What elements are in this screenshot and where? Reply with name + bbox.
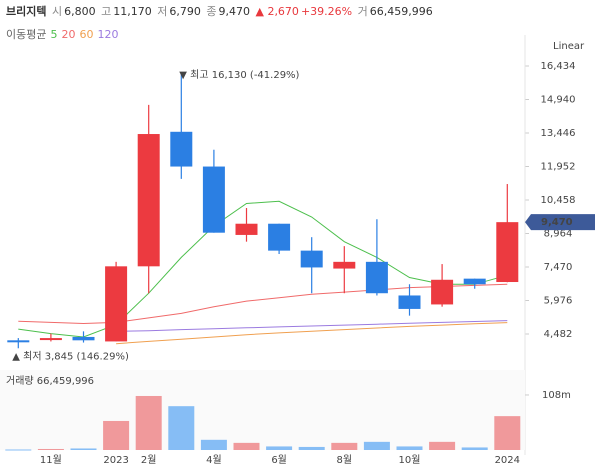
- candle-body: [300, 250, 323, 268]
- label: 종: [206, 5, 217, 18]
- low-annotation: ▲ 최저 3,845 (146.29%): [12, 350, 129, 362]
- change: ▲ 2,670: [255, 5, 299, 18]
- volume-bar: [298, 446, 325, 450]
- volume-bar: [233, 442, 260, 450]
- candle-body: [365, 261, 388, 294]
- candle-body: [333, 261, 356, 269]
- x-tick-label: 2월: [141, 454, 157, 466]
- moving-average: [116, 320, 508, 332]
- volume-bar: [37, 448, 64, 450]
- x-tick-label: 10월: [399, 454, 421, 466]
- x-tick-label: 11월: [40, 454, 62, 466]
- y-tick-label: 108m: [542, 390, 571, 401]
- high-annotation: ▼ 최고 16,130 (-41.29%): [179, 69, 299, 81]
- price-tag: [525, 214, 595, 231]
- value: 6,800: [64, 5, 96, 18]
- volume-bar: [200, 439, 227, 450]
- volume-bar: [103, 420, 130, 450]
- change-pct: +39.26%: [300, 5, 353, 18]
- candle-body: [431, 279, 454, 305]
- moving-average: [18, 283, 508, 325]
- volume-bar: [168, 406, 195, 450]
- label: 거: [357, 5, 368, 18]
- price-tag-label: 9,470: [541, 217, 573, 228]
- label: 고: [101, 5, 112, 18]
- y-tick-label: 8,964: [544, 228, 573, 239]
- volume-bar: [494, 416, 521, 450]
- label: 시: [51, 5, 63, 18]
- candle-body: [105, 266, 128, 342]
- value: 66,459,996: [369, 5, 433, 18]
- volume-bar: [363, 441, 390, 450]
- candle-body: [202, 166, 225, 233]
- x-tick-label: 2024: [495, 455, 520, 466]
- candle-body: [268, 223, 291, 251]
- volume-bar: [5, 449, 32, 451]
- legend-entry: 5: [50, 28, 58, 41]
- volume-bar: [135, 395, 162, 450]
- volume-bar: [396, 446, 423, 450]
- volume-bar: [266, 446, 293, 450]
- scale-label: Linear: [553, 41, 585, 52]
- y-tick-label: 7,470: [544, 262, 573, 273]
- candle-body: [72, 336, 95, 341]
- moving-average: [18, 200, 508, 338]
- volume-bar: [429, 441, 456, 450]
- y-tick-label: 10,458: [541, 195, 576, 206]
- value: 11,170: [113, 5, 152, 18]
- label: 저: [157, 5, 168, 18]
- legend-entry: 120: [97, 28, 119, 41]
- candle-body: [7, 340, 30, 343]
- y-tick-label: 5,976: [544, 295, 573, 306]
- legend-entry: 20: [61, 28, 76, 41]
- legend-title: 이동평균: [6, 28, 47, 41]
- volume-bar: [331, 442, 358, 450]
- candle-body: [463, 278, 486, 285]
- legend-entry: 60: [79, 28, 94, 41]
- value: 9,470: [218, 5, 250, 18]
- value: 6,790: [169, 5, 201, 18]
- header: 브리지텍 시 6,800 고 11,170 저 6,790 종 9,470 ▲ 2,67…: [6, 3, 435, 19]
- candle-body: [398, 295, 421, 309]
- volume-title: 거래량 66,459,996: [6, 375, 94, 387]
- x-tick-label: 8월: [337, 454, 353, 466]
- y-tick-label: 14,940: [541, 95, 576, 106]
- candle-body: [137, 134, 160, 267]
- x-tick-label: 6월: [271, 454, 287, 466]
- volume-bar: [461, 447, 488, 450]
- candle-body: [170, 131, 193, 167]
- candle-body: [39, 338, 62, 341]
- x-tick-label: 2023: [103, 455, 128, 466]
- x-tick-label: 4월: [206, 454, 222, 466]
- volume-bar: [70, 448, 97, 450]
- y-tick-label: 16,434: [541, 61, 576, 72]
- volume-panel: [0, 370, 525, 450]
- stock-name: 브리지텍: [6, 5, 47, 18]
- y-tick-label: 11,952: [541, 162, 576, 173]
- candle-body: [496, 222, 519, 283]
- y-tick-label: 13,446: [541, 128, 576, 139]
- ma-legend: 이동평균 5 20 60 120: [6, 26, 122, 42]
- y-tick-label: 4,482: [544, 329, 573, 340]
- candle-body: [235, 223, 258, 235]
- moving-average: [116, 322, 508, 345]
